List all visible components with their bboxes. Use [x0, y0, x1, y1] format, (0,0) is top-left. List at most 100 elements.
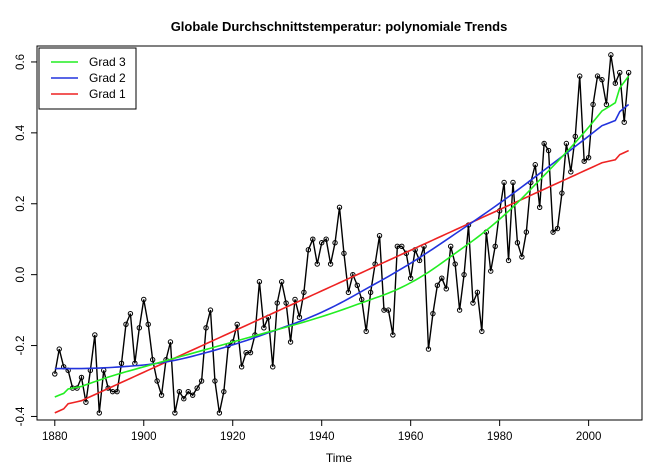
observed-point — [114, 388, 120, 395]
observed-point — [305, 247, 312, 253]
x-axis: 1880 1900 1920 1940 1960 1980 2000 — [42, 419, 602, 443]
observed-point — [221, 388, 227, 395]
observed-point — [501, 179, 507, 186]
observed-point — [439, 275, 445, 281]
legend-label: Grad 2 — [89, 71, 126, 85]
observed-point — [367, 289, 374, 296]
observed-point — [123, 321, 129, 327]
observed-point — [541, 140, 547, 147]
observed-point — [425, 346, 432, 352]
observed-point — [452, 261, 458, 267]
observed-point — [519, 254, 525, 260]
observed-point — [136, 325, 143, 331]
observed-point — [198, 378, 205, 384]
observed-point — [167, 339, 174, 345]
x-tick-label: 1900 — [131, 431, 157, 443]
observed-point — [536, 204, 543, 210]
observed-point — [332, 240, 338, 246]
observed-point — [545, 147, 552, 154]
observed-point — [430, 310, 436, 317]
observed-point — [181, 396, 187, 402]
y-tick-label: 0.2 — [15, 196, 27, 212]
observed-point — [474, 289, 481, 296]
y-tick-label: 0.0 — [15, 267, 27, 283]
observed-point — [216, 410, 223, 416]
observed-point — [559, 190, 565, 196]
observed-point — [234, 321, 240, 327]
observed-point — [505, 257, 512, 264]
observed-point — [550, 229, 556, 235]
chart-title: Globale Durchschnittstemperatur: polynom… — [171, 19, 508, 34]
observed-point — [461, 271, 467, 278]
y-tick-label: -0.4 — [15, 406, 27, 426]
x-tick-label: 1920 — [220, 431, 246, 443]
observed-point — [83, 399, 89, 405]
observed-point — [479, 328, 485, 335]
y-axis: -0.4 -0.2 0.0 0.2 0.4 0.6 — [15, 54, 38, 426]
legend-label: Grad 1 — [89, 87, 126, 101]
observed-point — [336, 204, 343, 210]
legend-label: Grad 3 — [89, 55, 126, 69]
x-tick-label: 1960 — [398, 431, 424, 443]
x-tick-label: 1940 — [309, 431, 335, 443]
plot-area — [52, 52, 632, 416]
observed-point — [594, 73, 601, 79]
observed-point — [296, 314, 303, 320]
observed-point — [443, 286, 449, 292]
observed-point — [158, 392, 165, 398]
observed-point — [292, 296, 298, 303]
observed-point — [572, 133, 578, 140]
observed-point — [270, 364, 276, 370]
x-axis-label: Time — [326, 451, 353, 465]
observed-point — [310, 236, 316, 242]
observed-point — [488, 268, 494, 274]
observed-point — [212, 378, 218, 384]
observed-point — [434, 282, 441, 288]
observed-point — [319, 240, 325, 246]
observed-point — [390, 332, 396, 338]
observed-point — [448, 243, 454, 249]
observed-point — [56, 346, 62, 352]
observed-point — [145, 321, 151, 327]
observed-point — [189, 392, 196, 398]
observed-point — [78, 374, 85, 381]
observed-point — [203, 325, 209, 331]
observed-point — [118, 360, 125, 366]
observed-point — [585, 154, 592, 161]
observed-point — [510, 179, 516, 186]
observed-point — [256, 279, 263, 285]
observed-point — [608, 52, 614, 58]
observed-point — [359, 296, 365, 303]
observed-point — [577, 73, 583, 79]
observed-point — [568, 169, 574, 175]
observed-point — [261, 325, 267, 331]
observed-point — [172, 410, 178, 416]
observed-point — [323, 236, 329, 242]
observed-point — [314, 261, 320, 267]
x-tick-label: 1980 — [487, 431, 513, 443]
observed-point — [523, 229, 530, 235]
observed-point — [238, 364, 245, 370]
x-tick-label: 1880 — [42, 431, 68, 443]
observed-line — [54, 54, 630, 414]
observed-point — [52, 371, 58, 377]
observed-point — [141, 296, 147, 303]
observed-point — [470, 300, 476, 306]
observed-point — [612, 80, 619, 86]
observed-point — [127, 310, 134, 317]
x-tick-label: 2000 — [576, 431, 602, 443]
observed-point — [621, 119, 627, 125]
observed-point — [599, 76, 605, 83]
observed-point — [625, 69, 632, 76]
observed-point — [194, 385, 200, 391]
observed-point — [617, 69, 623, 76]
observed-point — [207, 307, 214, 313]
observed-point — [341, 250, 347, 257]
observed-point — [274, 300, 280, 306]
y-tick-label: 0.6 — [15, 54, 27, 70]
observed-point — [176, 388, 183, 395]
observed-point — [590, 101, 596, 108]
observed-point — [247, 349, 254, 356]
observed-point — [376, 232, 383, 239]
